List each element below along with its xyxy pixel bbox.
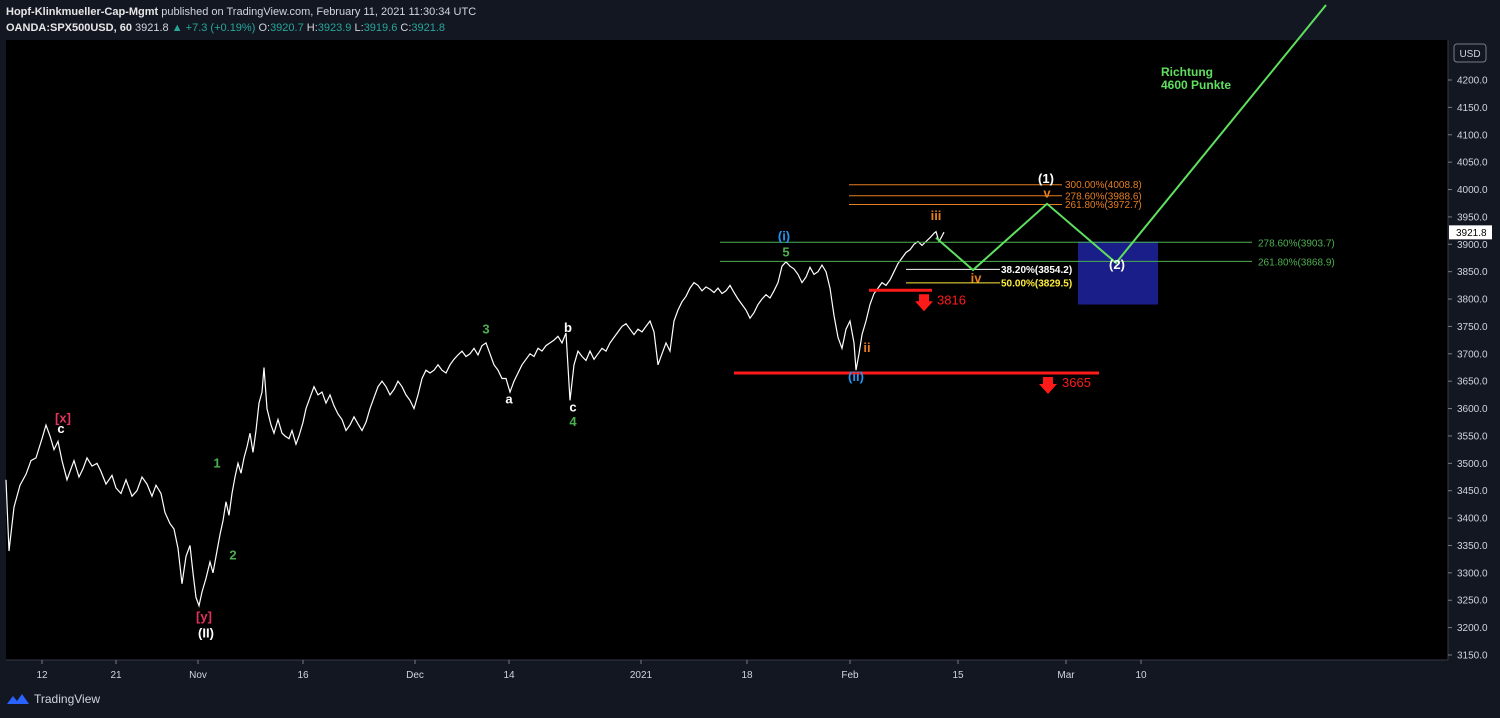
wave-label: b <box>564 320 572 335</box>
chart-header: Hopf-Klinkmueller-Cap-Mgmt published on … <box>6 4 476 36</box>
y-tick-label: 4200.0 <box>1457 76 1488 87</box>
price-change: ▲ +7.3 (+0.19%) <box>171 22 256 34</box>
low-label: L: <box>354 22 364 34</box>
fib-target-label: 261.80%(3972.7) <box>1065 200 1142 211</box>
tradingview-footer[interactable]: TradingView <box>6 692 100 706</box>
y-tick-label: 3550.0 <box>1457 431 1488 442</box>
wave-label: [x] <box>55 410 71 425</box>
last-price-tag <box>1449 225 1492 240</box>
y-tick-label: 3500.0 <box>1457 459 1488 470</box>
y-tick-label: 3450.0 <box>1457 486 1488 497</box>
y-tick-label: 3800.0 <box>1457 295 1488 306</box>
x-tick-label: 21 <box>110 670 122 681</box>
projection-path[interactable] <box>935 4 1327 272</box>
price-line[interactable] <box>5 230 945 608</box>
wave-label: v <box>1043 186 1051 201</box>
x-tick-label: Mar <box>1057 670 1075 681</box>
y-tick-label: 3700.0 <box>1457 349 1488 360</box>
low-value: 3919.6 <box>363 22 398 34</box>
wave-label: 3 <box>482 322 489 337</box>
high-label: H: <box>306 22 318 34</box>
down-arrow-icon <box>915 294 933 312</box>
y-tick-label: 3350.0 <box>1457 541 1488 552</box>
plot-area[interactable] <box>6 40 1448 660</box>
wave-label: 1 <box>213 456 220 471</box>
y-tick-label: 3650.0 <box>1457 377 1488 388</box>
open-value: 3920.7 <box>270 22 304 34</box>
wave-label: c <box>569 399 576 414</box>
x-tick-label: Feb <box>841 670 859 681</box>
wave-label: iv <box>971 271 983 286</box>
x-tick-label: 12 <box>36 670 48 681</box>
y-tick-label: 3200.0 <box>1457 623 1488 634</box>
currency-label: USD <box>1459 49 1480 60</box>
projection-label: 4600 Punkte <box>1161 78 1231 92</box>
wave-label: a <box>505 392 513 407</box>
y-tick-label: 3900.0 <box>1457 240 1488 251</box>
x-tick-label: Dec <box>406 670 424 681</box>
wave-label: (i) <box>778 228 790 243</box>
x-tick-label: 14 <box>503 670 515 681</box>
x-tick-label: 2021 <box>630 670 653 681</box>
y-tick-label: 3400.0 <box>1457 514 1488 525</box>
x-tick-label: 10 <box>1135 670 1147 681</box>
wave-label: (II) <box>198 625 214 640</box>
open-label: O: <box>258 22 271 34</box>
y-tick-label: 4000.0 <box>1457 185 1488 196</box>
footer-brand: TradingView <box>34 692 101 706</box>
wave-label: iii <box>931 208 942 223</box>
fib-target-label: 300.00%(4008.8) <box>1065 180 1142 191</box>
symbol-label[interactable]: OANDA:SPX500USD, 60 <box>6 22 132 34</box>
fib-retracement-label: 50.00%(3829.5) <box>1001 278 1072 289</box>
wave-label: c <box>57 421 64 436</box>
y-tick-label: 3250.0 <box>1457 596 1488 607</box>
wave-label: 2 <box>229 548 236 563</box>
stop-level-label: 3816 <box>937 292 966 307</box>
fib-extension-label: 261.80%(3868.9) <box>1258 257 1335 268</box>
wave-label: (2) <box>1109 257 1125 272</box>
wave-label: 4 <box>569 414 577 429</box>
close-value: 3921.8 <box>411 22 446 34</box>
wave-label: ii <box>863 340 870 355</box>
wave-label: [y] <box>196 609 212 624</box>
y-tick-label: 4050.0 <box>1457 158 1488 169</box>
y-tick-label: 3150.0 <box>1457 651 1488 662</box>
close-label: C: <box>400 22 412 34</box>
x-tick-label: 16 <box>297 670 309 681</box>
fib-retracement-label: 38.20%(3854.2) <box>1001 265 1072 276</box>
y-tick-label: 4100.0 <box>1457 130 1488 141</box>
y-tick-label: 3950.0 <box>1457 212 1488 223</box>
high-value: 3923.9 <box>317 22 352 34</box>
publish-info: published on TradingView.com, February 1… <box>161 6 477 18</box>
down-arrow-icon <box>1039 376 1057 394</box>
stop-level-label: 3665 <box>1062 375 1091 390</box>
author-name[interactable]: Hopf-Klinkmueller-Cap-Mgmt <box>6 6 159 18</box>
wave-label: (ii) <box>848 369 864 384</box>
currency-badge[interactable] <box>1453 43 1487 63</box>
y-tick-label: 3600.0 <box>1457 404 1488 415</box>
x-tick-label: Nov <box>189 670 207 681</box>
y-tick-label: 4150.0 <box>1457 103 1488 114</box>
wave-label: 5 <box>782 244 789 259</box>
tradingview-logo-icon <box>7 694 29 704</box>
y-tick-label: 3750.0 <box>1457 322 1488 333</box>
fib-extension-label: 278.60%(3903.7) <box>1258 238 1335 249</box>
last-price-tag-label: 3921.8 <box>1456 228 1487 239</box>
fib-target-label: 278.60%(3988.6) <box>1065 191 1142 202</box>
target-zone-box[interactable] <box>1078 241 1158 305</box>
projection-label: Richtung <box>1161 65 1213 79</box>
wave-label: (1) <box>1038 171 1054 186</box>
x-tick-label: 15 <box>952 670 964 681</box>
y-tick-label: 3850.0 <box>1457 267 1488 278</box>
y-tick-label: 3300.0 <box>1457 568 1488 579</box>
x-tick-label: 18 <box>741 670 753 681</box>
last-price: 3921.8 <box>135 22 169 34</box>
